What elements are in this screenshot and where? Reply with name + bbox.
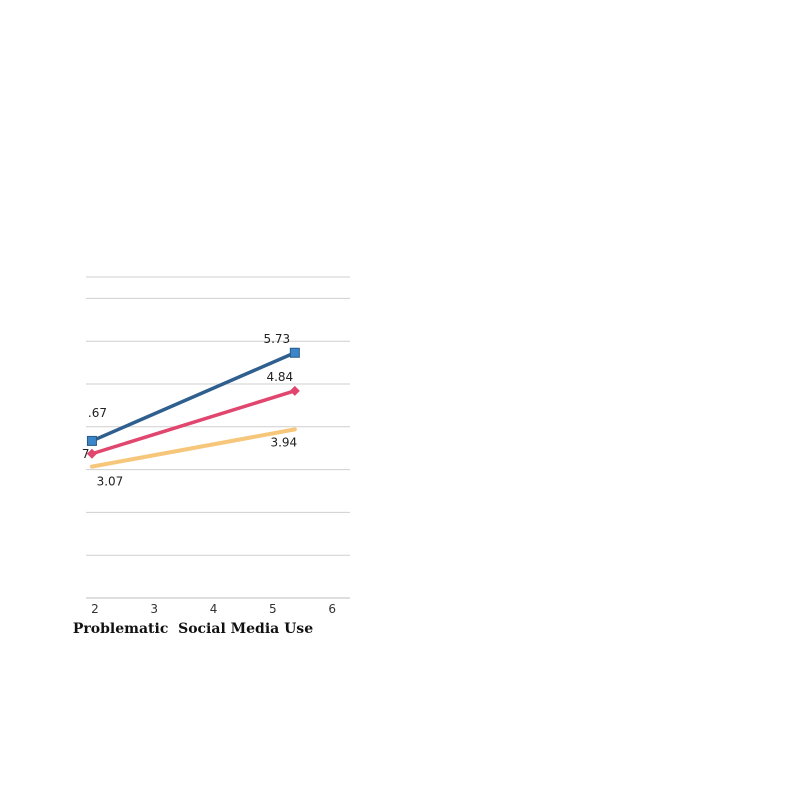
series-0-data-label-1: 5.73: [263, 332, 290, 346]
series-2: 3.07 3.94: [89, 427, 297, 489]
series-1-line: [90, 389, 297, 456]
series-0: .67 5.73: [86, 332, 300, 446]
series-0-line: [90, 351, 297, 443]
series-0-point-0: [86, 435, 97, 446]
x-axis-title: Problematic Social Media Use: [73, 621, 313, 637]
x-tick-labels: 2 3 4 5 6: [91, 602, 336, 616]
series-1-data-label-0: 7: [82, 447, 90, 461]
x-tick-label-5: 5: [269, 602, 277, 616]
x-tick-label-4: 4: [210, 602, 218, 616]
series-2-data-label-1: 3.94: [270, 435, 297, 449]
series-1-data-label-1: 4.84: [266, 370, 293, 384]
x-tick-label-2: 2: [91, 602, 99, 616]
series-2-line: [89, 427, 297, 469]
series-0-point-1: [289, 347, 300, 358]
series-1-point-0: [86, 448, 97, 459]
x-tick-label-6: 6: [328, 602, 336, 616]
x-tick-label-3: 3: [150, 602, 158, 616]
series-1-point-1: [289, 385, 300, 396]
series-0-data-label-0: .67: [88, 406, 107, 420]
series-1: 74.84: [82, 370, 300, 461]
grid-layer: [86, 276, 350, 599]
series-2-data-label-0: 3.07: [97, 475, 124, 489]
